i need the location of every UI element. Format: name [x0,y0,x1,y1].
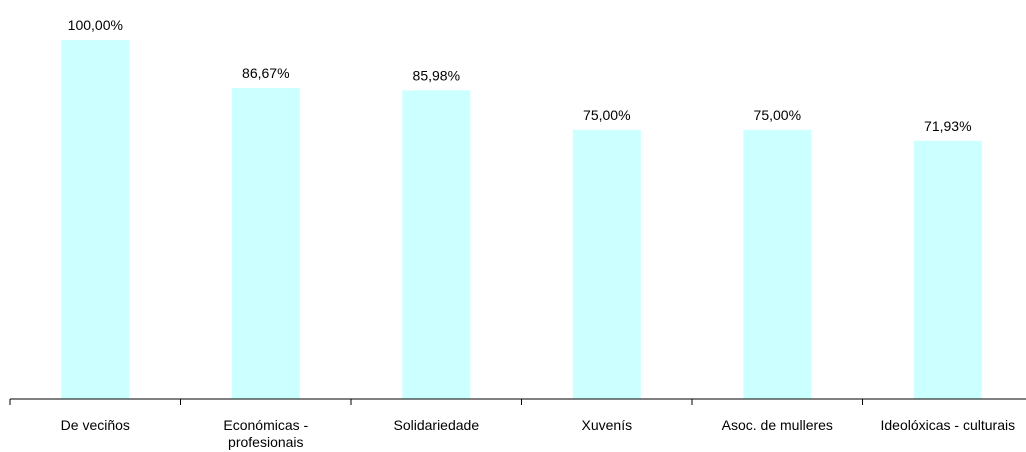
category-label-3: Xuvenís [582,417,633,433]
data-label-2: 85,98% [413,67,460,83]
category-label-2: Solidariedade [393,417,479,433]
data-labels-group: 100,00% 86,67% 85,98% 75,00% 75,00% 71,93% [68,17,972,134]
bar-2 [402,90,471,400]
x-axis-tick-labels-group: De veciños Económicas -profesionais Solida… [61,417,1015,450]
bar-3 [572,129,641,400]
category-label-1-line-0: Económicas - [223,417,308,433]
bar-5 [913,140,982,400]
bar-0 [61,40,130,399]
data-label-5: 71,93% [924,118,971,134]
category-label-3-line-0: Xuvenís [582,417,633,433]
category-label-4-line-0: Asoc. de mulleres [722,417,833,433]
bars-group [61,40,982,400]
data-label-1: 86,67% [242,65,289,81]
category-label-2-line-0: Solidariedade [393,417,479,433]
category-label-0-line-0: De veciños [61,417,130,433]
category-label-1-line-1: profesionais [228,434,304,450]
category-label-1: Económicas -profesionais [223,417,308,450]
data-label-0: 100,00% [68,17,123,33]
bar-4 [743,129,812,400]
x-axis-ticks-group [9,399,863,405]
category-label-0: De veciños [61,417,130,433]
data-label-3: 75,00% [583,107,630,123]
category-label-5-line-0: Ideolóxicas - culturais [880,417,1015,433]
category-label-5: Ideolóxicas - culturais [880,417,1015,433]
category-label-4: Asoc. de mulleres [722,417,833,433]
bar-1 [231,87,300,400]
data-label-4: 75,00% [754,107,801,123]
